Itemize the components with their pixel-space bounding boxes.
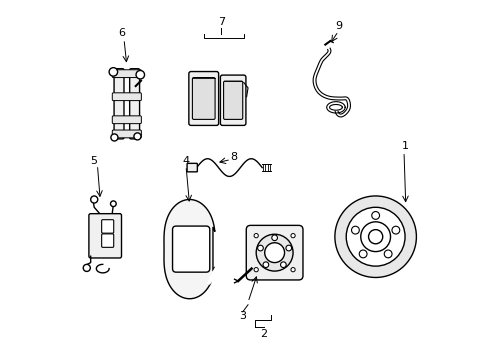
Polygon shape xyxy=(326,102,345,113)
FancyBboxPatch shape xyxy=(102,220,114,233)
FancyBboxPatch shape xyxy=(188,72,218,125)
Circle shape xyxy=(263,262,268,267)
FancyBboxPatch shape xyxy=(102,234,114,247)
Circle shape xyxy=(134,133,141,140)
Circle shape xyxy=(256,234,292,271)
Circle shape xyxy=(257,245,263,251)
Circle shape xyxy=(271,235,277,240)
Polygon shape xyxy=(209,242,230,283)
Circle shape xyxy=(109,68,118,76)
Circle shape xyxy=(384,250,391,258)
FancyBboxPatch shape xyxy=(112,70,141,77)
Text: 2: 2 xyxy=(260,329,267,339)
FancyBboxPatch shape xyxy=(112,116,141,123)
FancyBboxPatch shape xyxy=(192,77,215,120)
Circle shape xyxy=(280,262,285,267)
Circle shape xyxy=(254,267,258,272)
Text: 7: 7 xyxy=(218,17,224,27)
Circle shape xyxy=(290,267,295,272)
Text: 3: 3 xyxy=(239,311,246,321)
Text: 1: 1 xyxy=(402,141,408,151)
Circle shape xyxy=(264,243,284,262)
FancyBboxPatch shape xyxy=(112,93,141,100)
FancyBboxPatch shape xyxy=(114,69,124,139)
FancyBboxPatch shape xyxy=(220,75,245,125)
Circle shape xyxy=(351,226,359,234)
Circle shape xyxy=(334,196,416,278)
FancyBboxPatch shape xyxy=(112,130,141,138)
Circle shape xyxy=(285,245,291,251)
Text: 4: 4 xyxy=(182,156,189,166)
Circle shape xyxy=(136,71,144,79)
Circle shape xyxy=(83,264,90,271)
Circle shape xyxy=(111,134,118,141)
Circle shape xyxy=(368,230,382,244)
Polygon shape xyxy=(163,199,214,299)
Circle shape xyxy=(90,196,98,203)
FancyBboxPatch shape xyxy=(129,69,139,139)
Circle shape xyxy=(254,234,258,238)
FancyBboxPatch shape xyxy=(187,163,197,172)
Text: 5: 5 xyxy=(90,156,97,166)
FancyBboxPatch shape xyxy=(89,214,121,258)
Circle shape xyxy=(110,201,116,207)
Text: 6: 6 xyxy=(119,28,125,38)
FancyBboxPatch shape xyxy=(172,226,209,272)
FancyBboxPatch shape xyxy=(223,81,242,120)
Text: 9: 9 xyxy=(334,21,341,31)
Polygon shape xyxy=(329,104,342,110)
Circle shape xyxy=(360,222,390,252)
Circle shape xyxy=(359,250,366,258)
Text: 8: 8 xyxy=(230,152,237,162)
Circle shape xyxy=(371,212,379,219)
Circle shape xyxy=(391,226,399,234)
Circle shape xyxy=(346,207,404,266)
Circle shape xyxy=(290,234,295,238)
FancyBboxPatch shape xyxy=(246,225,303,280)
